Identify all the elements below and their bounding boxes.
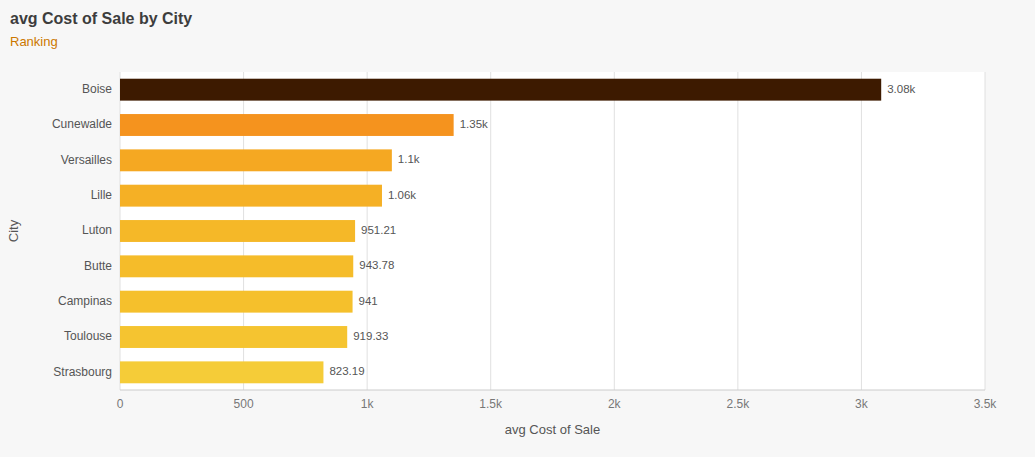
bar: [120, 291, 353, 313]
subtitle: Ranking: [10, 34, 58, 49]
grid-line: [490, 72, 491, 390]
data-label: 941: [359, 295, 378, 307]
data-label: 823.19: [329, 365, 364, 377]
bar: [120, 185, 382, 207]
category-label: Strasbourg: [53, 365, 112, 379]
data-label: 951.21: [361, 224, 396, 236]
category-label: Versailles: [61, 153, 112, 167]
chart: avg Cost of Sale by City Ranking 0 500 1k 1.5…: [0, 0, 1035, 457]
y-axis-title: City: [6, 219, 21, 242]
bar: [120, 114, 454, 136]
bar: [120, 326, 347, 348]
grid-line: [861, 72, 862, 390]
category-label: Cunewalde: [52, 117, 112, 131]
grid-line: [614, 72, 615, 390]
bar: [120, 220, 355, 242]
data-label: 943.78: [359, 259, 394, 271]
category-label: Luton: [82, 223, 112, 237]
data-label: 919.33: [353, 330, 388, 342]
tick-label: 0: [117, 397, 124, 411]
tick-label: 500: [234, 397, 254, 411]
x-axis-title: avg Cost of Sale: [505, 422, 600, 437]
category-label: Campinas: [58, 294, 112, 308]
plot-area: [120, 72, 985, 390]
bar: [120, 361, 323, 383]
title: avg Cost of Sale by City: [10, 10, 192, 27]
bar: [120, 255, 353, 277]
grid-line: [985, 72, 986, 390]
tick-label: 2k: [608, 397, 622, 411]
category-label: Butte: [84, 259, 112, 273]
tick-label: 1.5k: [479, 397, 503, 411]
data-label: 1.35k: [460, 118, 488, 130]
tick-label: 3.5k: [974, 397, 998, 411]
bar: [120, 149, 392, 171]
tick-label: 2.5k: [727, 397, 751, 411]
x-axis-line: [120, 390, 985, 391]
data-label: 1.1k: [398, 153, 420, 165]
category-label: Toulouse: [64, 329, 112, 343]
bar: [120, 79, 881, 101]
category-label: Lille: [91, 188, 113, 202]
data-label: 3.08k: [887, 83, 915, 95]
grid-line: [737, 72, 738, 390]
data-label: 1.06k: [388, 189, 416, 201]
category-label: Boise: [82, 82, 112, 96]
bars: [120, 79, 881, 384]
tick-label: 1k: [361, 397, 375, 411]
tick-label: 3k: [855, 397, 869, 411]
